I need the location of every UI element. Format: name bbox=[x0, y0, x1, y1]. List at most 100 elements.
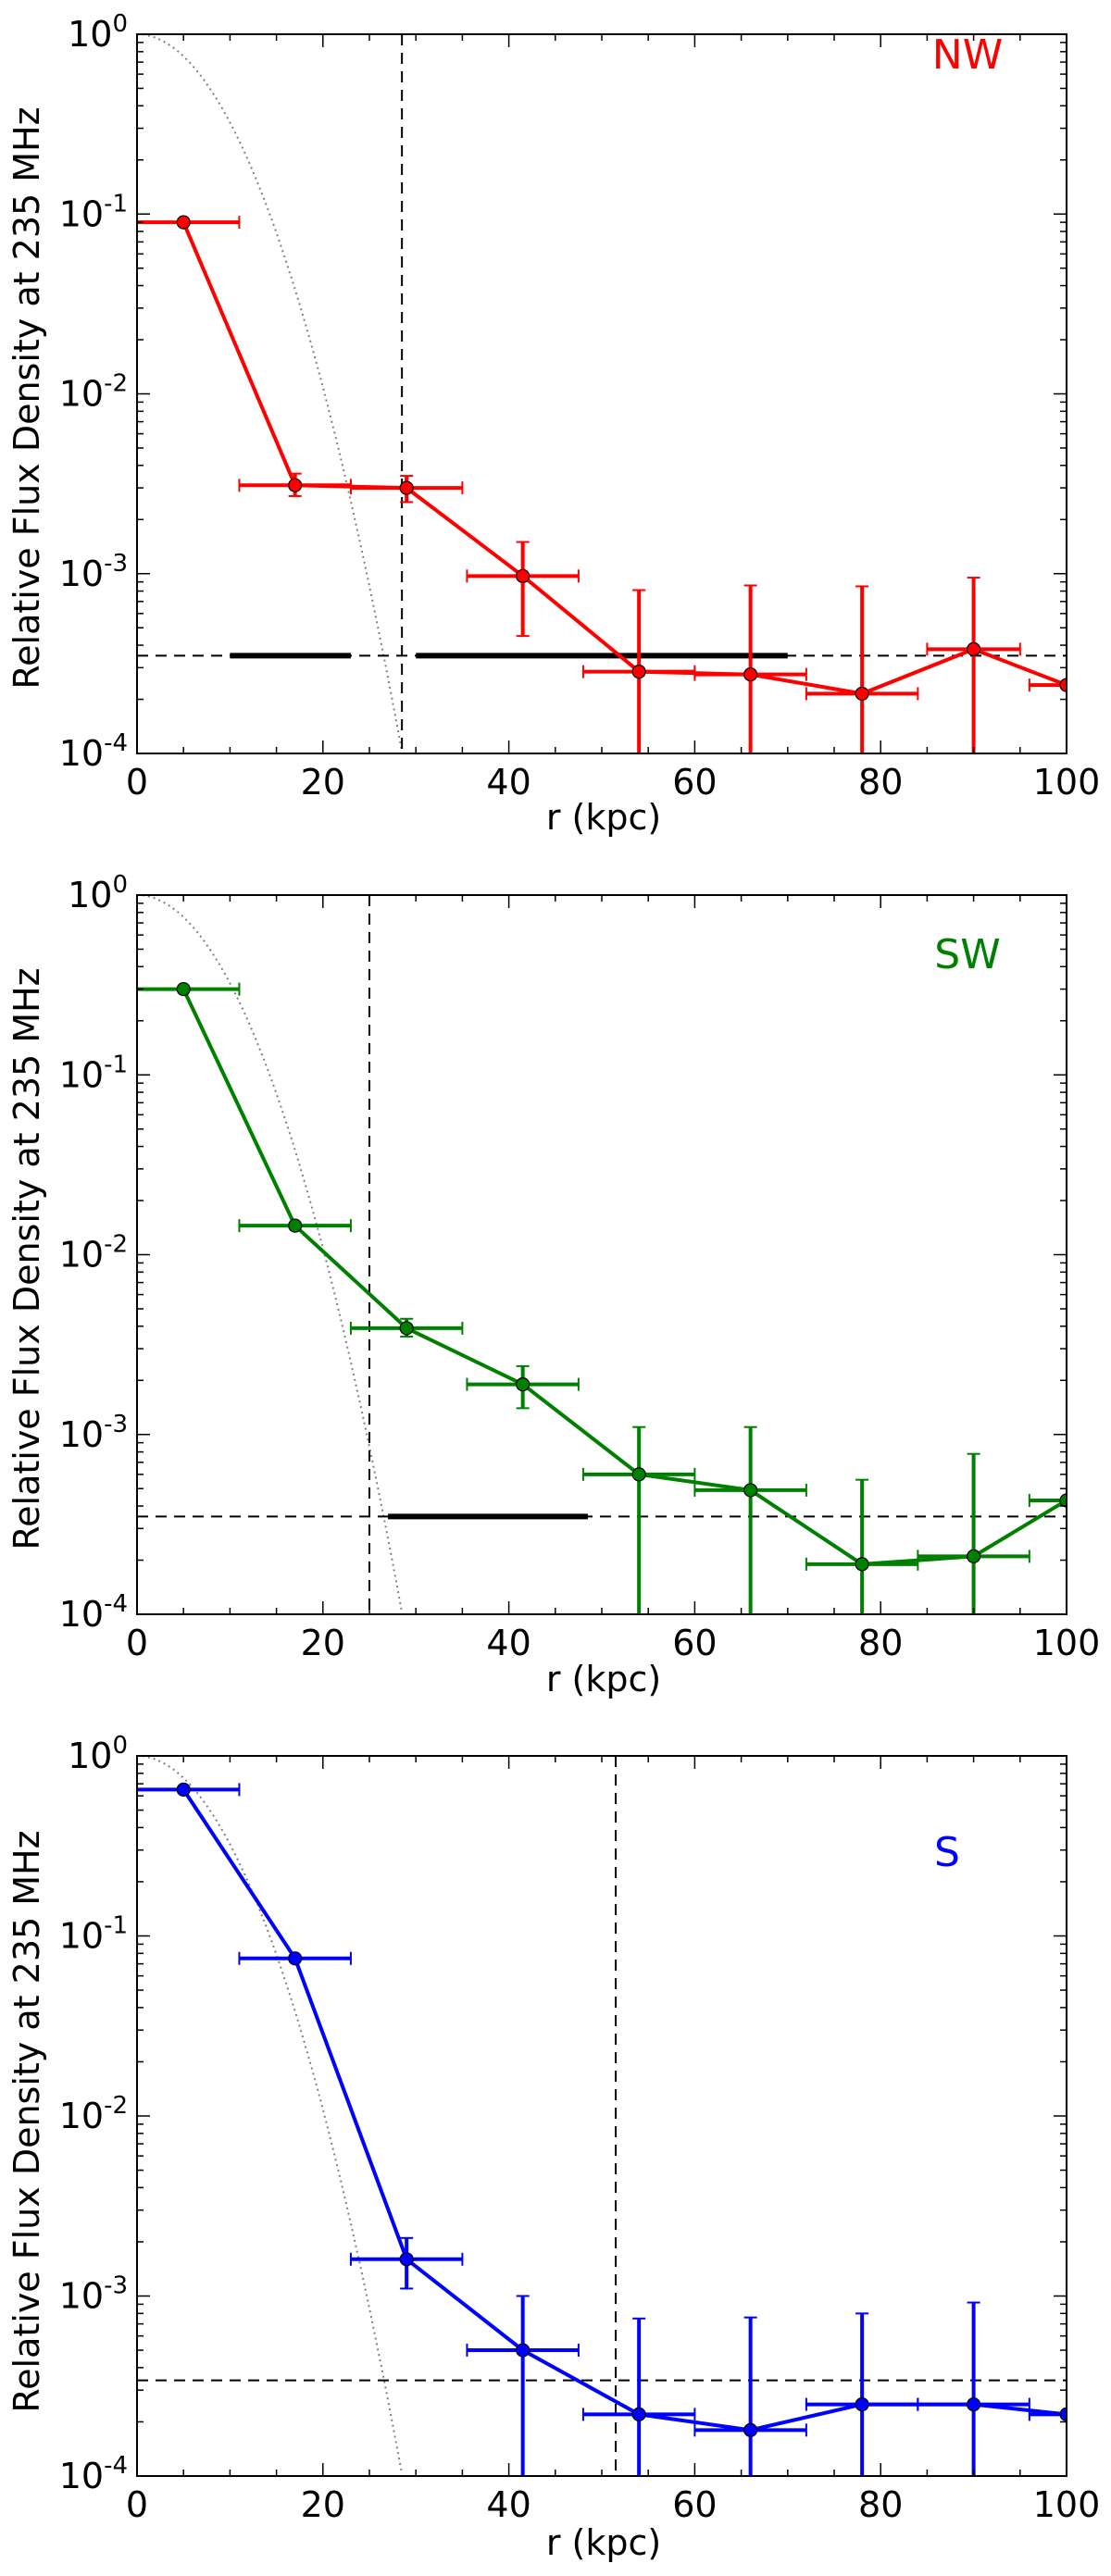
panel-label: SW bbox=[934, 931, 1000, 978]
data-point bbox=[966, 1549, 981, 1564]
y-tick-exponent: -4 bbox=[104, 1590, 128, 1618]
y-tick-exponent: -3 bbox=[104, 2272, 128, 2300]
panel-sw: Relative Flux Density at 235 MHz r (kpc)… bbox=[6, 871, 1101, 1699]
y-tick-exponent: 0 bbox=[112, 871, 128, 899]
y-tick-exponent: -1 bbox=[104, 1051, 128, 1078]
data-point bbox=[176, 981, 191, 997]
data-point bbox=[1059, 678, 1067, 692]
y-tick-base: 10 bbox=[59, 374, 104, 415]
plot-frame bbox=[136, 1755, 1067, 2477]
plot-frame bbox=[136, 894, 1067, 1615]
y-tick-exponent: -3 bbox=[104, 550, 128, 578]
data-point bbox=[631, 2407, 646, 2421]
data-point bbox=[288, 1951, 303, 1966]
data-point bbox=[516, 1377, 531, 1392]
y-tick-exponent: -1 bbox=[104, 190, 128, 218]
x-tick-label: 40 bbox=[486, 762, 531, 803]
y-tick-base: 10 bbox=[68, 1736, 112, 1776]
data-point bbox=[399, 480, 414, 495]
plot-area bbox=[137, 34, 1067, 753]
data-point bbox=[743, 1483, 758, 1498]
y-tick-label: 10-4 bbox=[59, 729, 128, 774]
reference-profile-curve bbox=[137, 34, 404, 752]
data-point bbox=[743, 2422, 758, 2437]
y-tick-label: 10-4 bbox=[59, 2452, 128, 2496]
data-point bbox=[1059, 1493, 1067, 1508]
y-tick-exponent: -2 bbox=[104, 1231, 128, 1259]
y-tick-base: 10 bbox=[68, 875, 112, 915]
data-point bbox=[743, 667, 758, 682]
y-tick-exponent: -2 bbox=[104, 2092, 128, 2120]
data-point bbox=[516, 2343, 531, 2358]
y-tick-label: 10-3 bbox=[59, 2272, 128, 2317]
y-tick-exponent: -2 bbox=[104, 370, 128, 398]
y-tick-label: 100 bbox=[68, 1732, 128, 1776]
y-axis-label: Relative Flux Density at 235 MHz bbox=[6, 1830, 47, 2412]
x-tick-label: 40 bbox=[486, 2484, 531, 2525]
y-tick-label: 10-1 bbox=[59, 1051, 128, 1095]
x-tick-label: 60 bbox=[672, 762, 717, 803]
panel-nw: Relative Flux Density at 235 MHz r (kpc)… bbox=[6, 10, 1101, 838]
data-point bbox=[855, 686, 869, 702]
x-tick-label: 20 bbox=[301, 762, 345, 803]
y-tick-exponent: -1 bbox=[104, 1912, 128, 1940]
panel-label: NW bbox=[932, 31, 1003, 79]
y-tick-base: 10 bbox=[59, 554, 104, 594]
y-tick-exponent: -4 bbox=[104, 2452, 128, 2480]
x-tick-label: 60 bbox=[672, 2484, 717, 2525]
y-tick-base: 10 bbox=[68, 14, 112, 55]
x-tick-label: 100 bbox=[1033, 1623, 1101, 1663]
y-tick-label: 10-2 bbox=[59, 2092, 128, 2136]
x-tick-label: 40 bbox=[486, 1623, 531, 1663]
y-tick-exponent: 0 bbox=[112, 1732, 128, 1760]
y-tick-label: 100 bbox=[68, 871, 128, 915]
x-tick-label: 60 bbox=[672, 1623, 717, 1663]
data-point bbox=[399, 1321, 414, 1336]
reference-profile-curve bbox=[137, 895, 404, 1612]
y-tick-label: 10-1 bbox=[59, 190, 128, 234]
x-tick-label: 0 bbox=[126, 762, 148, 803]
x-tick-label: 100 bbox=[1033, 762, 1101, 803]
y-axis-label: Relative Flux Density at 235 MHz bbox=[6, 967, 47, 1549]
x-axis-label: r (kpc) bbox=[546, 797, 661, 838]
y-tick-base: 10 bbox=[59, 2276, 104, 2317]
y-tick-base: 10 bbox=[59, 1235, 104, 1276]
y-tick-base: 10 bbox=[59, 733, 104, 774]
x-tick-label: 0 bbox=[126, 2484, 148, 2525]
data-point bbox=[176, 1782, 191, 1797]
y-tick-label: 10-4 bbox=[59, 1590, 128, 1635]
data-point bbox=[855, 1557, 869, 1572]
x-tick-label: 20 bbox=[301, 1623, 345, 1663]
y-tick-base: 10 bbox=[59, 193, 104, 234]
x-tick-label: 80 bbox=[858, 2484, 903, 2525]
y-axis-label: Relative Flux Density at 235 MHz bbox=[6, 106, 47, 689]
series-line bbox=[181, 221, 1067, 696]
data-point bbox=[1059, 2407, 1067, 2421]
reference-profile-curve bbox=[137, 1756, 404, 2474]
data-point bbox=[855, 2397, 869, 2412]
data-point bbox=[288, 1218, 303, 1233]
data-point bbox=[966, 641, 981, 656]
x-axis-label: r (kpc) bbox=[546, 2522, 661, 2563]
y-tick-exponent: 0 bbox=[112, 10, 128, 38]
series-line bbox=[181, 988, 1067, 1566]
y-tick-base: 10 bbox=[59, 1916, 104, 1957]
x-tick-label: 100 bbox=[1033, 2484, 1101, 2525]
y-tick-label: 10-3 bbox=[59, 550, 128, 594]
y-tick-base: 10 bbox=[59, 1054, 104, 1095]
data-point bbox=[631, 665, 646, 679]
y-tick-base: 10 bbox=[59, 2096, 104, 2136]
y-tick-label: 10-1 bbox=[59, 1912, 128, 1957]
plot-area bbox=[137, 895, 1067, 1614]
x-tick-label: 80 bbox=[858, 762, 903, 803]
data-point bbox=[176, 215, 191, 230]
data-point bbox=[288, 478, 303, 492]
y-tick-label: 10-2 bbox=[59, 370, 128, 415]
y-tick-label: 10-2 bbox=[59, 1231, 128, 1276]
x-tick-label: 20 bbox=[301, 2484, 345, 2525]
y-tick-base: 10 bbox=[59, 2456, 104, 2496]
y-tick-exponent: -4 bbox=[104, 729, 128, 757]
panel-label: S bbox=[934, 1829, 960, 1876]
data-point bbox=[631, 1467, 646, 1482]
